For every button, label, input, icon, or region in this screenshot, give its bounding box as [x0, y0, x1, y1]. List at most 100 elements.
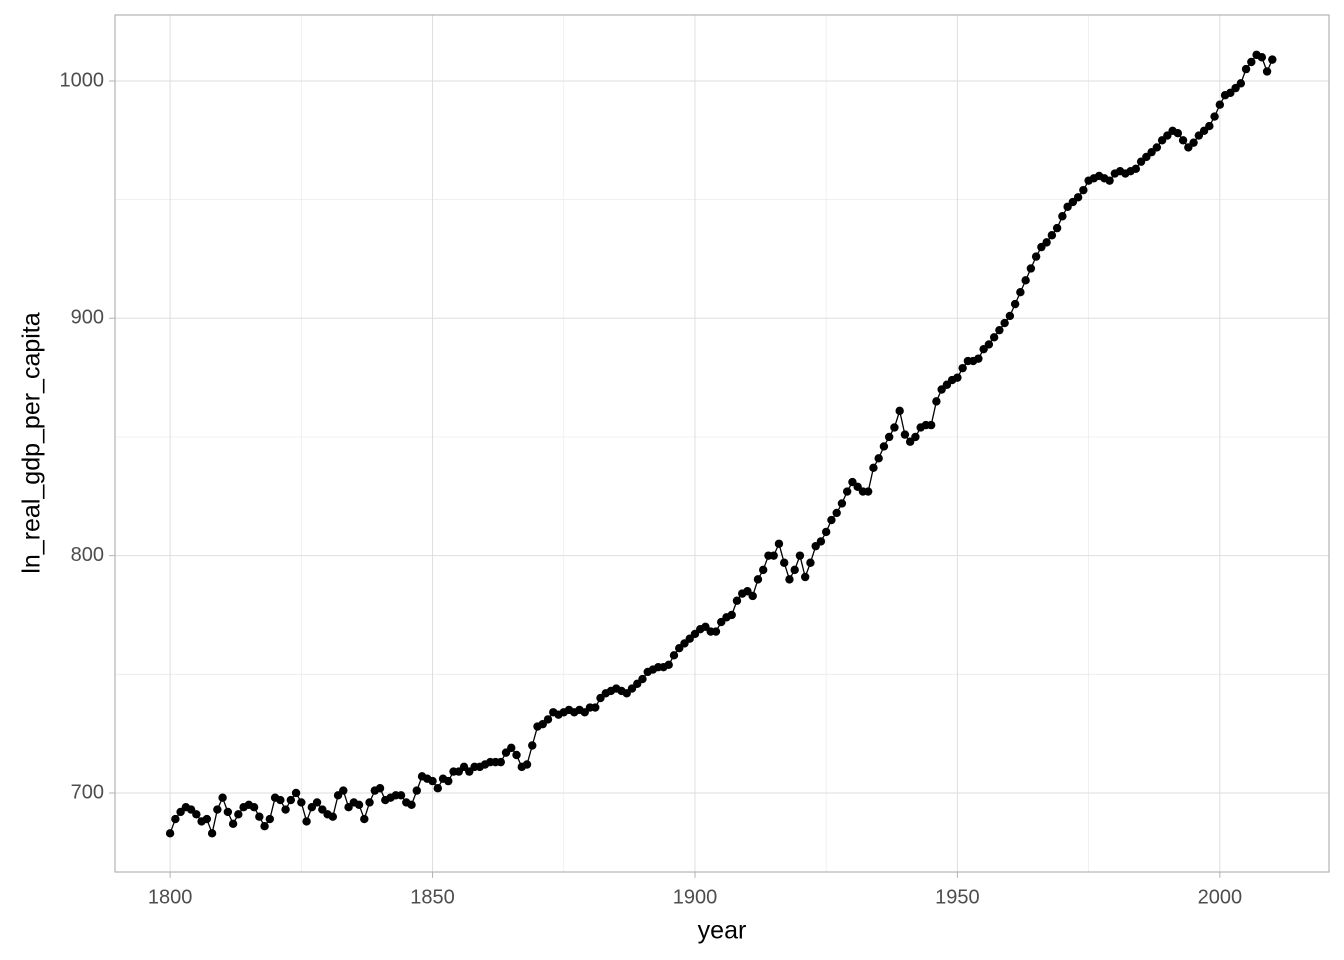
point: [879, 442, 889, 451]
point: [984, 340, 994, 349]
x-tick-label: 1850: [410, 886, 455, 908]
point: [407, 800, 416, 810]
point: [779, 558, 789, 567]
point: [806, 558, 815, 567]
point: [759, 565, 768, 575]
point: [207, 829, 217, 838]
plot-border: [114, 14, 1330, 873]
point: [774, 539, 784, 548]
x-tick-label: 1900: [673, 886, 718, 908]
y-tick-label: 1000: [60, 69, 105, 91]
point: [995, 325, 1004, 335]
point: [1026, 264, 1036, 273]
point: [874, 454, 883, 463]
y-tick-label: 900: [71, 307, 104, 329]
line: [169, 54, 1273, 836]
point: [354, 800, 364, 810]
point: [1210, 112, 1219, 121]
point: [953, 373, 962, 382]
point: [837, 499, 847, 508]
point: [202, 814, 212, 824]
point: [255, 812, 264, 821]
point: [1047, 231, 1057, 240]
point: [1058, 212, 1067, 221]
point: [260, 821, 269, 831]
point: [286, 795, 296, 805]
point: [1262, 67, 1272, 76]
point: [1016, 288, 1025, 297]
y-tick-label: 800: [71, 544, 104, 566]
point: [1205, 121, 1214, 131]
point: [842, 487, 852, 496]
point: [1178, 136, 1188, 145]
point: [528, 741, 537, 750]
point: [223, 807, 233, 817]
point: [165, 829, 175, 838]
point: [228, 819, 238, 829]
point: [795, 551, 805, 560]
x-tick-label: 1800: [148, 886, 193, 908]
point: [863, 487, 873, 496]
point: [1052, 223, 1062, 233]
point: [989, 333, 999, 342]
point: [218, 793, 227, 802]
point: [911, 432, 920, 442]
point: [496, 757, 505, 767]
point: [1152, 143, 1162, 152]
point: [328, 812, 338, 821]
point: [974, 354, 983, 363]
point: [1236, 79, 1246, 88]
point: [396, 791, 406, 800]
point: [1215, 100, 1225, 109]
point: [711, 627, 721, 636]
point: [800, 572, 810, 582]
point: [785, 575, 794, 584]
point: [821, 527, 831, 537]
point: [900, 430, 910, 439]
point: [591, 703, 600, 712]
point: [171, 814, 180, 824]
point: [1247, 57, 1256, 67]
point: [732, 596, 742, 605]
point: [265, 814, 275, 824]
point: [1031, 252, 1041, 261]
point: [512, 750, 521, 760]
point: [433, 784, 442, 793]
point: [1268, 55, 1277, 64]
point: [926, 420, 936, 430]
point: [365, 798, 374, 807]
point: [360, 814, 369, 824]
point: [1241, 64, 1251, 74]
point: [281, 805, 290, 814]
point: [890, 423, 899, 432]
point: [234, 810, 243, 819]
point: [507, 743, 516, 753]
point: [1005, 311, 1015, 321]
y-tick-label: 700: [71, 781, 104, 803]
point: [375, 784, 385, 793]
point: [291, 788, 301, 798]
point: [664, 660, 673, 670]
point: [1189, 138, 1198, 147]
point: [1000, 318, 1009, 328]
point: [1173, 128, 1183, 138]
point: [869, 463, 878, 473]
point: [276, 795, 285, 805]
point: [1021, 276, 1030, 285]
point: [1073, 193, 1083, 202]
point: [1105, 176, 1114, 185]
point: [522, 760, 532, 769]
point: [543, 715, 553, 724]
point: [1257, 53, 1267, 62]
point: [638, 674, 647, 684]
point: [958, 363, 967, 373]
point: [753, 575, 763, 584]
point: [932, 397, 941, 406]
x-tick-label: 2000: [1198, 886, 1243, 908]
point: [1042, 238, 1051, 247]
point: [339, 786, 348, 795]
point: [213, 805, 222, 814]
point: [192, 810, 201, 819]
